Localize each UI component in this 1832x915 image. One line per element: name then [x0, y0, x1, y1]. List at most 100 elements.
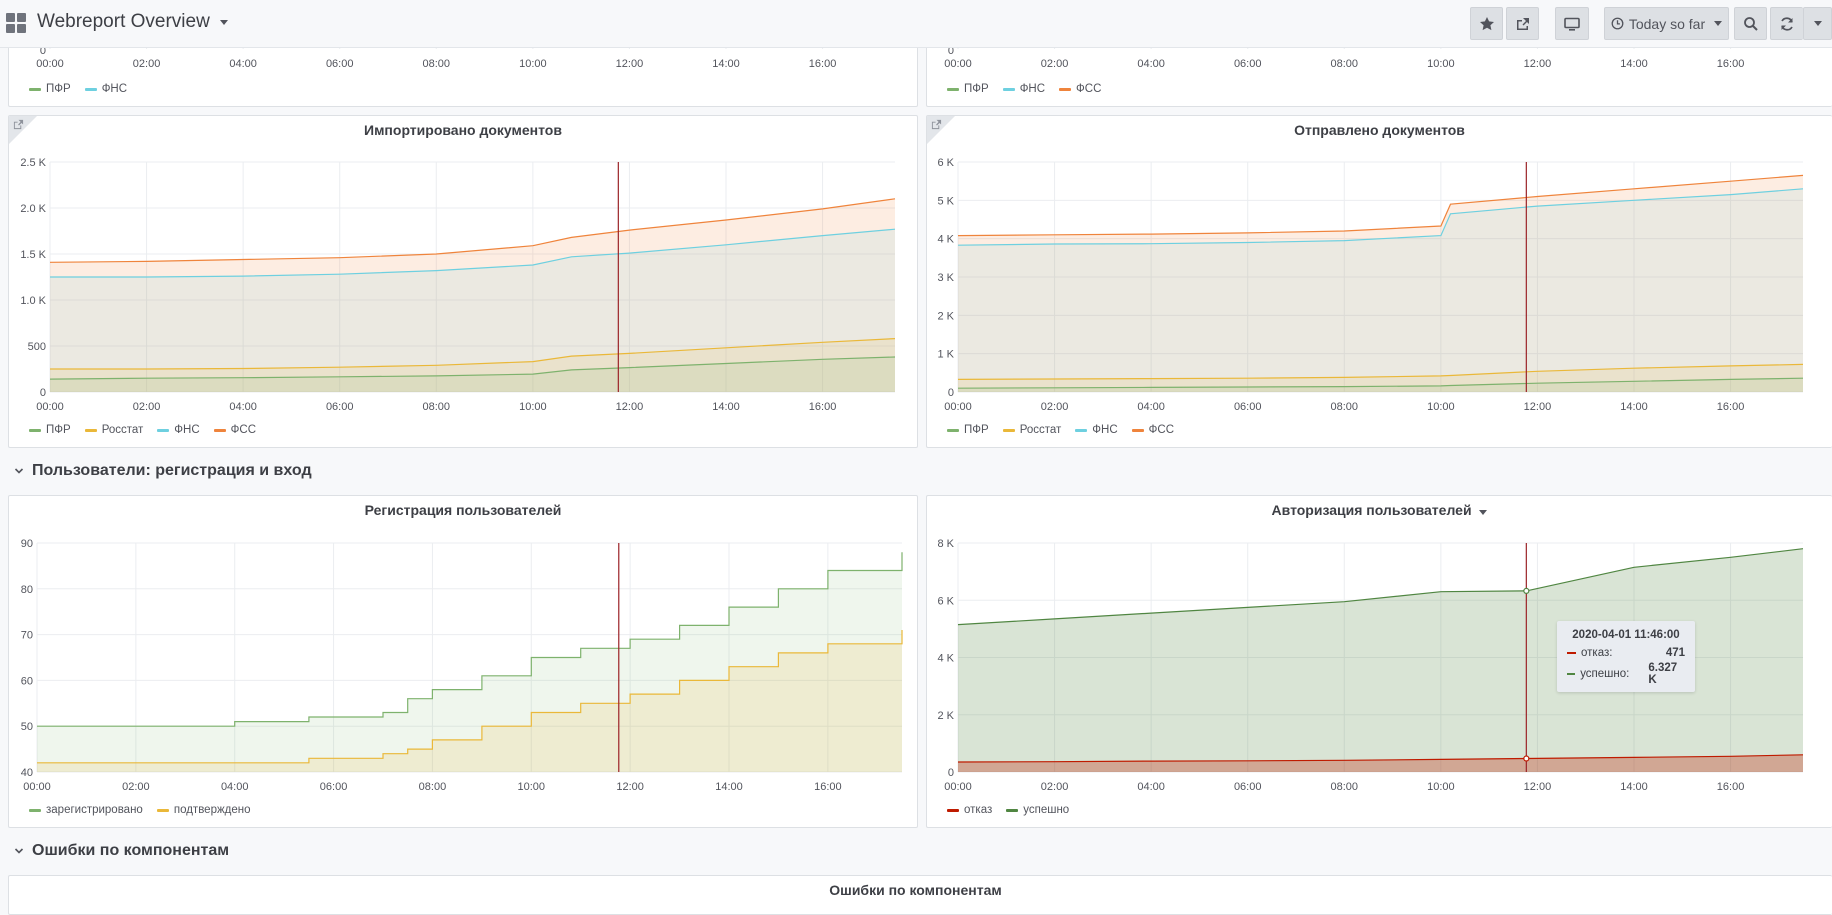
y-tick-label: 0 — [948, 767, 954, 779]
authorization-chart[interactable]: 8 K 6 K 4 K 2 K 0 00:00 02:00 04:00 06:00 08:00 10… — [927, 496, 1832, 828]
zoom-out-button[interactable] — [1734, 7, 1767, 40]
x-tick-label: 00:00 — [36, 58, 64, 70]
y-tick-label: 80 — [21, 584, 33, 596]
series-line — [957, 363, 1804, 380]
x-tick-label: 02:00 — [1041, 781, 1069, 793]
y-tick-label: 1.5 K — [20, 249, 46, 261]
x-tick-label: 16:00 — [814, 781, 842, 793]
y-tick-label: 0 — [40, 387, 46, 399]
series-area — [50, 229, 895, 392]
legend-item[interactable]: отказ — [947, 804, 992, 816]
legend-item[interactable]: ПФР — [29, 424, 71, 436]
external-link-icon[interactable] — [931, 119, 942, 130]
legend-item[interactable]: ФСС — [1059, 83, 1101, 95]
y-tick-label: 1 K — [937, 349, 954, 361]
tv-mode-button[interactable] — [1555, 7, 1589, 40]
legend-item[interactable]: ФНС — [84, 83, 127, 95]
y-tick-label: 3 K — [937, 272, 954, 284]
legend-item[interactable]: зарегистрировано — [29, 804, 143, 816]
imported-chart[interactable]: 2.5 K 2.0 K 1.5 K 1.0 K 500 0 00:00 02:00 04:00 0… — [9, 116, 918, 448]
legend-swatch — [29, 808, 41, 812]
refresh-button[interactable] — [1770, 7, 1803, 40]
legend-label: ФСС — [1076, 83, 1102, 95]
row-users-title: Пользователи: регистрация и вход — [32, 462, 312, 479]
chevron-down-icon — [1813, 21, 1822, 26]
registration-chart[interactable]: 90 80 70 60 50 40 00:00 02:00 04:00 06:00 08:00 10:… — [9, 496, 918, 828]
legend-label: зарегистрировано — [46, 804, 143, 816]
x-tick-label: 14:00 — [712, 401, 740, 413]
y-tick-label: 4 K — [937, 234, 954, 246]
time-picker-button[interactable]: Today so far — [1604, 7, 1729, 40]
legend-item[interactable]: ПФР — [947, 424, 989, 436]
y-tick-label: 50 — [21, 721, 33, 733]
panel-title[interactable]: Ошибки по компонентам — [9, 882, 1832, 898]
y-tick-label: 0 — [948, 45, 954, 57]
x-tick-label: 12:00 — [1524, 401, 1552, 413]
row-errors-title: Ошибки по компонентам — [32, 842, 230, 859]
x-tick-label: 08:00 — [1331, 781, 1359, 793]
legend-item[interactable]: Росстат — [84, 424, 143, 436]
series-line — [37, 630, 903, 764]
dashboard-grid-icon[interactable] — [6, 13, 26, 33]
legend-label: ФНС — [1092, 424, 1118, 436]
x-tick-label: 10:00 — [1427, 781, 1455, 793]
y-tick-label: 5 K — [937, 195, 954, 207]
star-button[interactable] — [1470, 7, 1503, 40]
legend-item[interactable]: успешно — [1006, 804, 1069, 816]
sent-chart[interactable]: 6 K 5 K 4 K 3 K 2 K 1 K 0 00:00 02:00 04:00 06:00 0… — [927, 116, 1832, 448]
chevron-down-icon — [1714, 21, 1723, 26]
tooltip-value: 6.327 K — [1648, 662, 1678, 686]
x-tick-label: 06:00 — [1234, 401, 1262, 413]
x-tick-label: 00:00 — [23, 781, 51, 793]
y-tick-label: 4 K — [937, 653, 954, 665]
x-tick-label: 16:00 — [1717, 781, 1745, 793]
panel-title[interactable]: Отправлено документов — [1294, 122, 1465, 138]
series-line — [49, 356, 896, 380]
x-tick-label: 16:00 — [809, 58, 837, 70]
panel-title[interactable]: Регистрация пользователей — [364, 502, 562, 518]
x-tick-label: 02:00 — [122, 781, 150, 793]
panel-title[interactable]: Авторизация пользователей — [927, 502, 1832, 518]
x-tick-label: 04:00 — [1137, 781, 1165, 793]
legend-label: ФСС — [1148, 424, 1175, 436]
x-tick-label: 04:00 — [229, 58, 257, 70]
legend-item[interactable]: ПФР — [947, 83, 989, 95]
legend-item[interactable]: подтверждено — [156, 804, 251, 816]
x-tick-label: 02:00 — [1041, 58, 1069, 70]
share-button[interactable] — [1506, 7, 1539, 40]
top-navbar: Webreport Overview Today so far — [0, 0, 1832, 48]
legend-swatch — [1002, 87, 1015, 91]
legend-registration: зарегистрировано подтверждено — [29, 804, 251, 816]
hover-point — [1523, 755, 1530, 762]
legend-swatch — [157, 428, 170, 432]
x-tick-label: 12:00 — [616, 781, 644, 793]
legend-item[interactable]: ПФР — [29, 83, 71, 95]
x-tick-label: 06:00 — [326, 58, 354, 70]
legend-swatch — [947, 428, 959, 432]
panel-title[interactable]: Импортировано документов — [364, 122, 562, 138]
row-users[interactable]: Пользователи: регистрация и вход — [14, 462, 312, 480]
x-tick-label: 10:00 — [519, 401, 547, 413]
panel-component-errors: Ошибки по компонентам — [8, 875, 1832, 915]
x-tick-label: 08:00 — [419, 781, 447, 793]
x-tick-label: 14:00 — [712, 58, 740, 70]
legend-item[interactable]: ФНС — [1075, 424, 1118, 436]
legend-item[interactable]: ФНС — [1002, 83, 1045, 95]
row-errors[interactable]: Ошибки по компонентам — [14, 842, 229, 860]
legend-item[interactable]: Росстат — [1002, 424, 1061, 436]
external-link-icon[interactable] — [13, 119, 24, 130]
x-tick-label: 14:00 — [1620, 58, 1648, 70]
legend-item[interactable]: ФСС — [1131, 424, 1175, 436]
refresh-interval-dropdown[interactable] — [1803, 7, 1832, 40]
series-area — [37, 630, 902, 772]
star-icon — [1479, 16, 1494, 30]
x-tick-label: 14:00 — [1620, 401, 1648, 413]
legend-swatch — [947, 87, 959, 91]
legend-swatch — [1059, 87, 1072, 91]
dashboard-title[interactable]: Webreport Overview — [37, 11, 228, 33]
legend-item[interactable]: ФСС — [213, 424, 256, 436]
y-tick-label: 70 — [21, 630, 33, 642]
series-line — [37, 552, 903, 727]
legend-item[interactable]: ФНС — [157, 424, 200, 436]
y-tick-label: 90 — [21, 538, 33, 550]
